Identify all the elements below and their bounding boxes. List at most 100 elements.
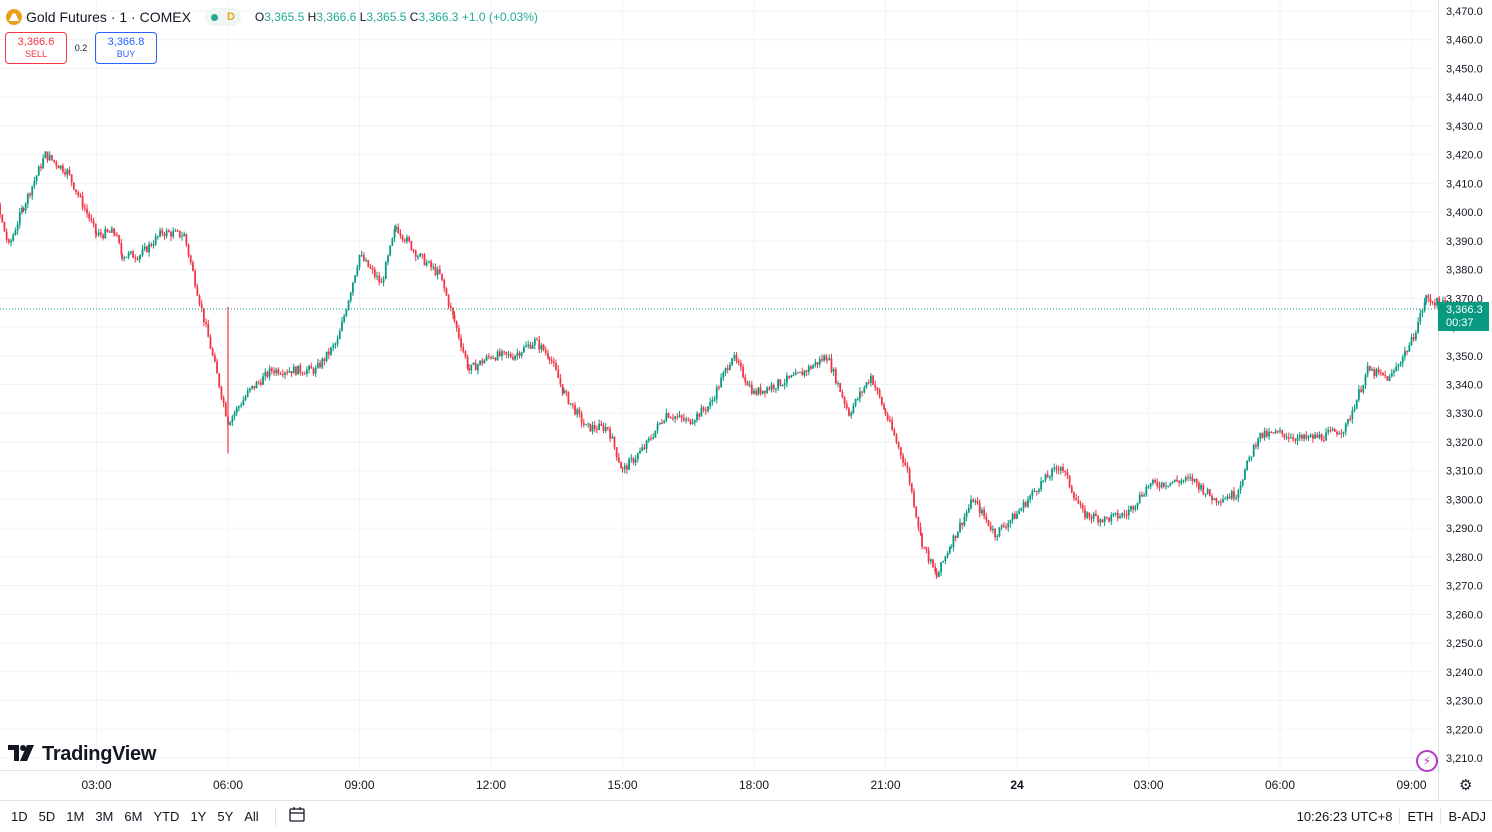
lightning-icon[interactable]: ⚡ [1416,750,1438,772]
candle-body [136,258,139,260]
candle-body [1055,467,1058,470]
clock-readout[interactable]: 10:26:23 UTC+8 [1296,808,1393,824]
candle-body [417,256,419,258]
range-5y[interactable]: 5Y [217,809,234,824]
calendar-icon[interactable] [288,806,306,827]
time-tick-label: 18:00 [739,778,769,792]
candle-body [51,155,53,160]
gear-icon[interactable]: ⚙ [1459,777,1473,794]
range-1m[interactable]: 1M [66,809,85,824]
candle-body [715,387,718,400]
candle-body [22,208,25,211]
candle-body [676,416,679,418]
candle-body [1342,431,1345,434]
candle-body [216,361,218,374]
candle-body [1156,482,1159,486]
candle-body [1406,351,1409,353]
candle-body [457,328,460,338]
candle-body [1270,432,1273,434]
candle-body [775,388,777,390]
market-status-badge[interactable]: D [204,8,241,26]
range-1y[interactable]: 1Y [190,809,207,824]
time-tick-label: 24 [1010,778,1024,792]
candle-body [1176,479,1178,482]
candle-body [174,230,177,232]
range-1d[interactable]: 1D [11,809,28,824]
candle-body [1053,467,1056,469]
candle-body [1075,498,1078,501]
trade-panel: 3,366.6 SELL 0.2 3,366.8 BUY [5,32,157,64]
candle-body [399,233,402,236]
candle-body [823,355,826,361]
range-6m[interactable]: 6M [124,809,143,824]
candle-body [739,363,742,367]
candle-body [343,315,346,322]
candle-body [249,388,251,391]
candle-body [1375,369,1378,377]
candle-body [1423,302,1426,311]
candle-body [102,234,104,239]
candle-body [913,491,915,507]
high-label: H [307,10,317,24]
range-ytd[interactable]: YTD [153,809,180,824]
candle-body [1322,439,1325,441]
candle-body [1099,519,1102,523]
time-tick-label: 09:00 [344,778,374,792]
candle-body [514,355,517,360]
candle-body [1073,492,1075,499]
candle-body [1217,501,1220,503]
candle-body [766,387,769,394]
candle-body [79,195,82,197]
candle-body [116,234,118,236]
symbol-title[interactable]: Gold Futures · 1 · COMEX [26,9,191,25]
close-label: C [409,10,419,24]
sell-button[interactable]: 3,366.6 SELL [5,32,67,64]
candle-body [872,375,874,385]
candle-body [57,165,60,169]
session-toggle[interactable]: ETH [1407,808,1434,824]
price-tick-label: 3,390.0 [1446,236,1483,248]
candle-body [768,387,771,390]
bottom-toolbar: 1D 5D 1M 3M 6M YTD 1Y 5Y All 10:26:23 UT… [0,800,1492,832]
candle-body [856,398,859,400]
candle-body [1195,478,1198,484]
candle-body [397,226,400,234]
tradingview-logo[interactable]: TradingView [8,741,156,767]
candle-body [1237,490,1240,498]
candle-body [615,447,618,458]
range-3m[interactable]: 3M [95,809,114,824]
adjustment-toggle[interactable]: B-ADJ [1448,808,1486,824]
candle-body [783,383,786,386]
candle-body [956,531,959,538]
candle-body [509,354,512,358]
candle-body [35,175,38,181]
candle-body [371,268,374,270]
candle-body [194,270,197,287]
candle-body [244,396,247,401]
candle-body [178,230,181,237]
candle-body [1290,437,1292,439]
candle-body [432,266,435,268]
candle-body [1095,513,1097,517]
candle-body [1208,489,1211,496]
candle-body [854,399,857,406]
range-5d[interactable]: 5D [38,809,56,824]
price-tick-label: 3,220.0 [1446,724,1483,736]
candle-body [946,553,949,557]
candle-body [561,384,564,394]
candle-body [630,458,633,460]
candle-body [536,339,538,341]
candle-body [452,307,454,315]
time-axis[interactable]: 2303:0006:0009:0012:0015:0018:0021:00240… [0,778,1427,792]
candle-body [658,422,661,425]
buy-button[interactable]: 3,366.8 BUY [95,32,157,64]
range-all[interactable]: All [244,809,259,824]
candle-body [518,352,521,356]
price-axis[interactable]: 3,470.0 3,460.0 3,450.0 3,440.0 3,430.0 3,420… [1446,6,1483,765]
candle-body [512,357,514,360]
candle-body [161,230,164,234]
candle-body [1224,498,1227,500]
candle-body [707,406,709,411]
